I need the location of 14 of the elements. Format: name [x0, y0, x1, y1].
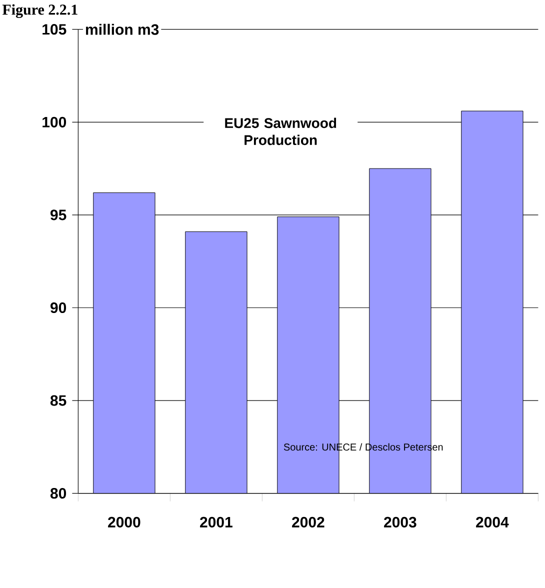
chart-title: Figure 2.2.1 [2, 4, 78, 18]
x-tick-label: 2002 [292, 516, 324, 528]
y-tick-label: 95 [50, 210, 66, 220]
y-axis-title: million m3 [86, 24, 159, 35]
y-tick-label: 85 [50, 395, 66, 406]
y-tick-label: 90 [50, 302, 66, 314]
x-tick-label: 2000 [108, 516, 140, 528]
y-tick-label: 100 [42, 116, 66, 128]
x-tick-label: 2001 [200, 516, 232, 528]
x-tick-label: 2004 [476, 516, 509, 528]
y-tick-label: 80 [50, 488, 66, 499]
x-tick-label: 2003 [384, 516, 416, 528]
text: EU25 Sawnwood Production [225, 118, 336, 146]
y-tick-label: 105 [42, 24, 66, 35]
